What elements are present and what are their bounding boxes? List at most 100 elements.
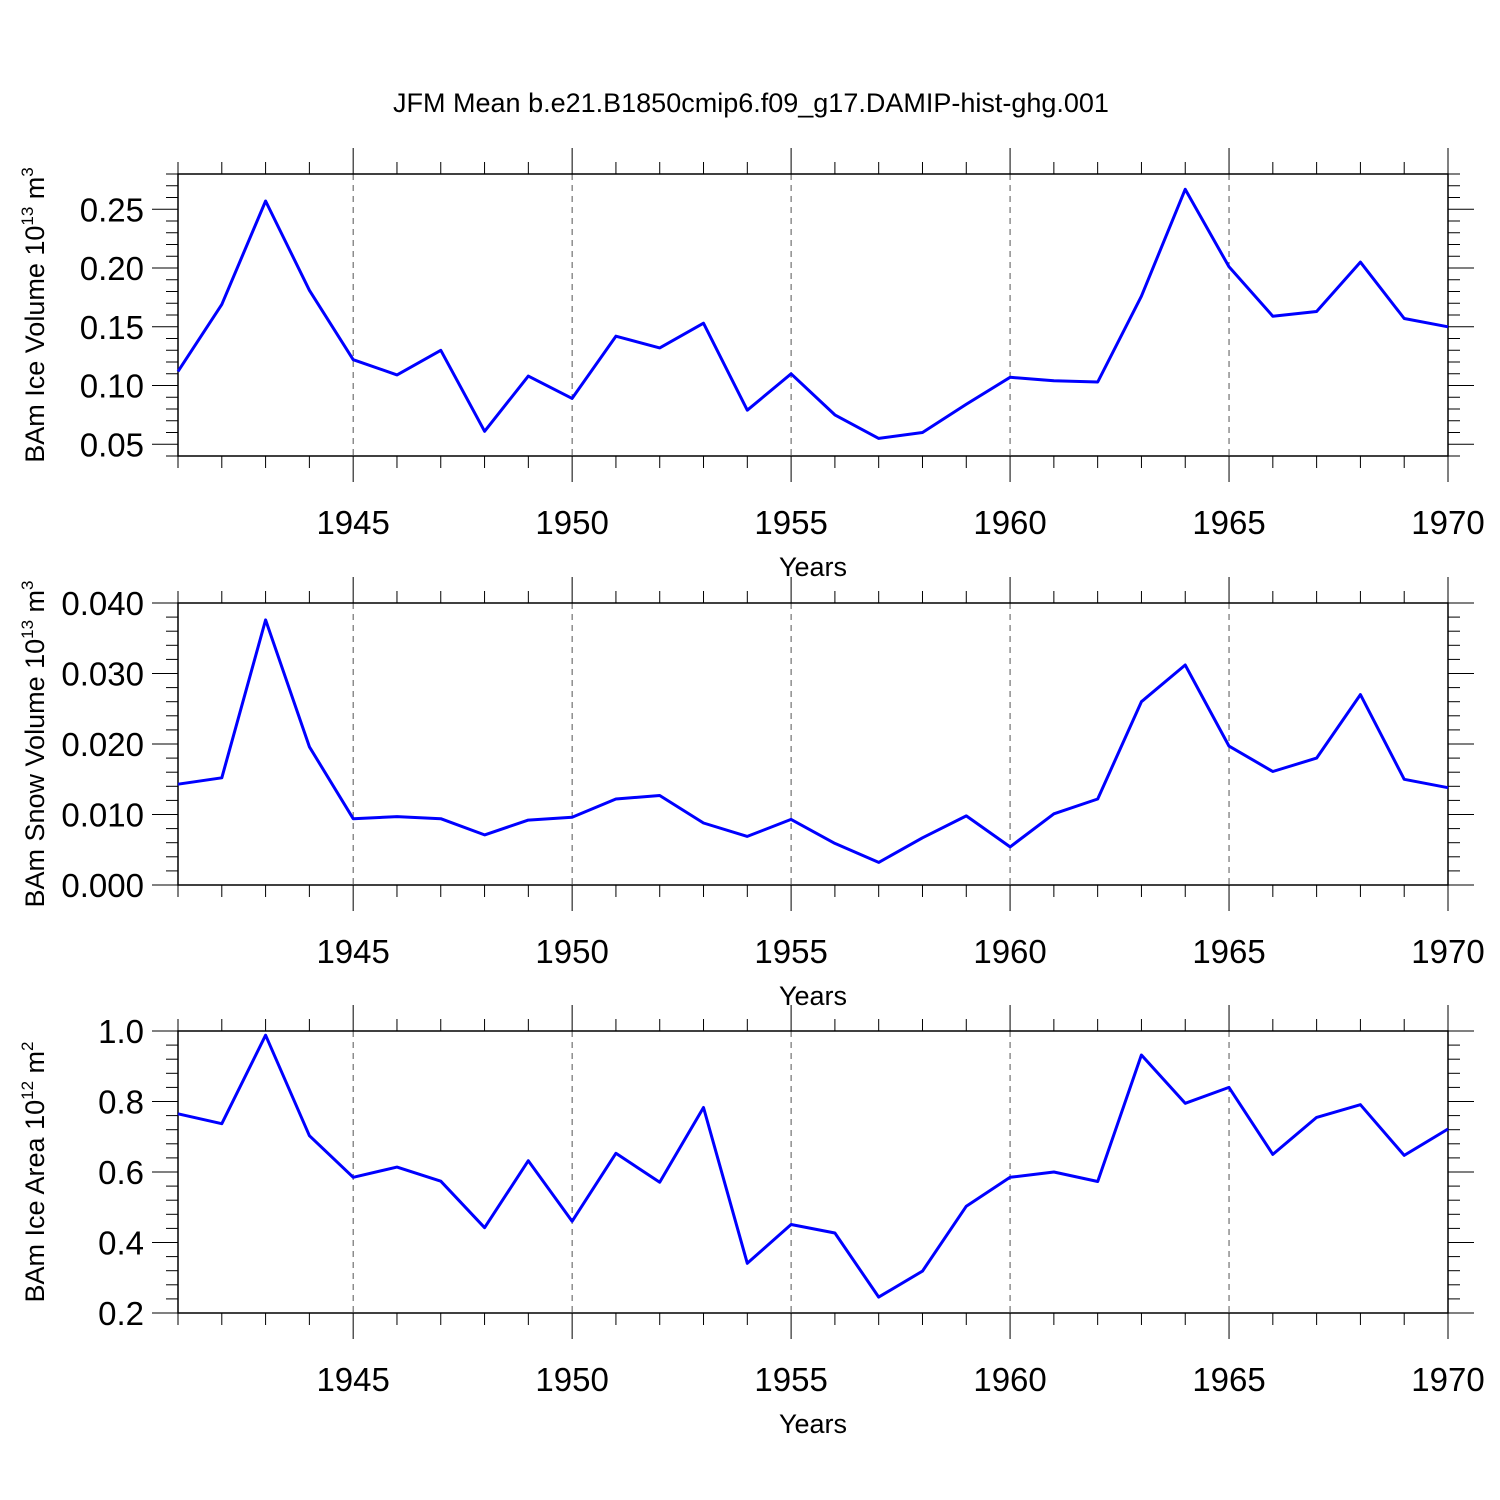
y-axis-label-superscript: 3 [18, 167, 37, 176]
panel-3: 0.2 0.4 0.6 0.8 1.0 1945 1950 1955 1960 1965 1970 Y… [18, 1005, 1485, 1439]
y-tick-label: 0.20 [80, 250, 144, 287]
data-point-1947 [439, 1180, 442, 1183]
data-point-1968 [1359, 693, 1362, 696]
y-tick-label: 0.4 [98, 1225, 144, 1262]
y-axis-label-text: BAm Ice Area 10 [20, 1100, 50, 1303]
x-tick-label-1970: 1970 [1411, 504, 1484, 541]
data-point-1960 [1009, 845, 1012, 848]
x-tick-label-1965: 1965 [1192, 504, 1265, 541]
data-point-1963 [1140, 1053, 1143, 1056]
data-point-1951 [614, 335, 617, 338]
x-tick-label-1950: 1950 [535, 1361, 608, 1398]
data-point-1942 [220, 1122, 223, 1125]
x-tick-label-1955: 1955 [754, 933, 827, 970]
y-tick-label: 0.05 [80, 426, 144, 463]
data-point-1952 [658, 794, 661, 797]
data-point-1948 [483, 430, 486, 433]
data-point-1945 [352, 358, 355, 361]
data-point-1964 [1184, 188, 1187, 191]
y-tick-label: 0.2 [98, 1295, 144, 1332]
y-axis-label-superscript: 2 [18, 1042, 37, 1051]
data-point-1948 [483, 833, 486, 836]
data-point-1965 [1228, 265, 1231, 268]
y-tick-label: 1.0 [98, 1013, 144, 1050]
data-point-1944 [308, 745, 311, 748]
data-point-1950 [571, 816, 574, 819]
data-point-1956 [833, 1231, 836, 1234]
data-point-1967 [1315, 1116, 1318, 1119]
y-axis-label-text: m [20, 590, 50, 620]
data-point-1964 [1184, 664, 1187, 667]
data-point-1961 [1052, 812, 1055, 815]
data-point-1962 [1096, 1180, 1099, 1183]
data-point-1970 [1447, 786, 1450, 789]
chart-title: JFM Mean b.e21.B1850cmip6.f09_g17.DAMIP-… [393, 88, 1109, 118]
data-point-1970 [1447, 1127, 1450, 1130]
data-point-1942 [220, 303, 223, 306]
x-tick-label-1965: 1965 [1192, 933, 1265, 970]
data-point-1962 [1096, 380, 1099, 383]
x-tick-label-1970: 1970 [1411, 1361, 1484, 1398]
data-point-1961 [1052, 1171, 1055, 1174]
data-point-1941 [177, 370, 180, 373]
data-point-1958 [921, 1270, 924, 1273]
x-tick-label-1950: 1950 [535, 933, 608, 970]
data-point-1968 [1359, 1103, 1362, 1106]
y-axis-label-superscript: 13 [18, 620, 37, 639]
x-tick-label-1945: 1945 [316, 1361, 389, 1398]
data-point-1952 [658, 1181, 661, 1184]
x-tick-label-1960: 1960 [973, 504, 1046, 541]
series-line [177, 1033, 1449, 1299]
y-axis-label: BAm Ice Area 1012 m2 [18, 1042, 50, 1303]
data-point-1941 [177, 1112, 180, 1115]
data-point-1945 [352, 1176, 355, 1179]
data-point-1953 [702, 821, 705, 824]
y-tick-label: 0.15 [80, 309, 144, 346]
data-point-1949 [527, 1159, 530, 1162]
y-tick-label: 0.040 [61, 585, 144, 622]
y-axis-label: BAm Ice Volume 1013 m3 [18, 167, 50, 463]
y-axis-label-text: BAm Ice Volume 10 [20, 226, 50, 463]
y-axis-label-superscript: 3 [18, 580, 37, 589]
x-axis-label: Years [779, 1409, 847, 1439]
data-point-1957 [877, 861, 880, 864]
data-point-1969 [1403, 317, 1406, 320]
panel-2: 0.000 0.010 0.020 0.030 0.040 1945 1950 1955 196… [18, 577, 1485, 1011]
data-point-1944 [308, 1134, 311, 1137]
x-tick-label-1950: 1950 [535, 504, 608, 541]
data-point-1943 [264, 1034, 267, 1037]
y-tick-label: 0.6 [98, 1154, 144, 1191]
x-axis-label: Years [779, 552, 847, 582]
data-point-1969 [1403, 1154, 1406, 1157]
data-point-1965 [1228, 1086, 1231, 1089]
x-tick-label-1955: 1955 [754, 504, 827, 541]
data-point-1957 [877, 437, 880, 440]
data-point-1958 [921, 836, 924, 839]
x-tick-label-1965: 1965 [1192, 1361, 1265, 1398]
data-point-1969 [1403, 778, 1406, 781]
data-point-1950 [571, 1220, 574, 1223]
data-point-1953 [702, 322, 705, 325]
y-tick-label: 0.000 [61, 867, 144, 904]
data-point-1948 [483, 1226, 486, 1229]
data-point-1966 [1271, 315, 1274, 318]
data-point-1951 [614, 797, 617, 800]
y-axis-label-text: BAm Snow Volume 10 [20, 639, 50, 908]
y-tick-label: 0.020 [61, 726, 144, 763]
data-point-1947 [439, 817, 442, 820]
data-point-1964 [1184, 1102, 1187, 1105]
data-point-1947 [439, 349, 442, 352]
y-axis-label-text: m [20, 1051, 50, 1081]
plot-frame [177, 173, 1449, 457]
data-point-1960 [1009, 1176, 1012, 1179]
data-point-1954 [746, 409, 749, 412]
data-point-1954 [746, 1262, 749, 1265]
data-point-1957 [877, 1296, 880, 1299]
data-point-1941 [177, 783, 180, 786]
data-point-1953 [702, 1106, 705, 1109]
data-point-1959 [965, 403, 968, 406]
data-point-1956 [833, 842, 836, 845]
data-point-1943 [264, 200, 267, 203]
x-axis-label: Years [779, 981, 847, 1011]
